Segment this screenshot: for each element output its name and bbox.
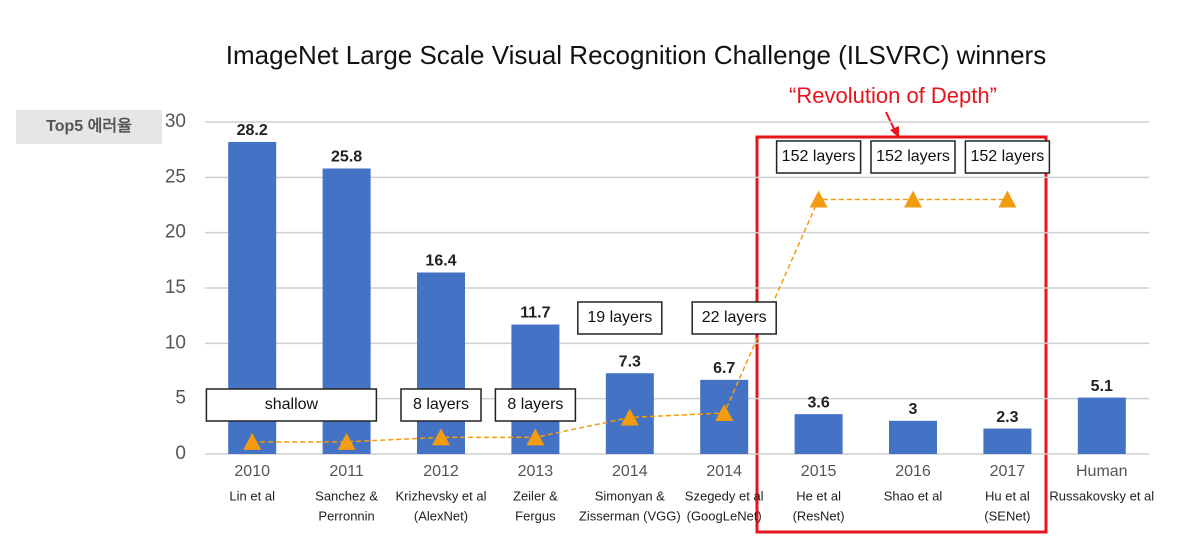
layer-label: 152 layers <box>970 148 1044 165</box>
value-label: 6.7 <box>713 360 735 377</box>
layer-label: 8 layers <box>507 396 563 413</box>
x-tick-label: 2012 <box>423 463 459 480</box>
layer-label: 152 layers <box>782 148 856 165</box>
category-note: Perronnin <box>318 508 374 523</box>
layer-box <box>494 388 577 422</box>
x-tick-label: 2017 <box>990 463 1026 480</box>
category-note: Zisserman (VGG) <box>579 508 681 523</box>
depth-marker <box>904 190 922 208</box>
category-note: (ResNet) <box>793 508 845 523</box>
depth-marker <box>620 408 639 426</box>
x-tick-label: 2013 <box>518 463 554 480</box>
x-tick-label: Human <box>1076 463 1128 480</box>
x-tick-label: 2016 <box>895 463 931 480</box>
y-tick-label: 0 <box>175 443 186 464</box>
category-note: (GoogLeNet) <box>687 508 762 523</box>
y-tick-label: 5 <box>175 388 186 409</box>
category-note: Russakovsky et al <box>1049 488 1154 503</box>
y-tick-label: 25 <box>165 166 186 187</box>
x-tick-label: 2014 <box>706 463 742 480</box>
category-note: Simonyan & <box>595 488 665 503</box>
x-tick-label: 2015 <box>801 463 837 480</box>
value-label: 5.1 <box>1091 378 1113 395</box>
y-tick-label: 20 <box>165 222 186 243</box>
y-tick-label: 30 <box>165 111 186 132</box>
category-note: Krizhevsky et al <box>395 488 486 503</box>
bar <box>889 420 937 454</box>
value-label: 16.4 <box>425 253 456 270</box>
chart-title: ImageNet Large Scale Visual Recognition … <box>226 40 1046 70</box>
layer-label: 22 layers <box>702 309 767 326</box>
value-label: 3 <box>909 401 918 418</box>
layer-box <box>400 388 482 422</box>
annotation-arrowhead <box>890 126 899 138</box>
category-note: Sanchez & <box>315 488 378 503</box>
bar <box>417 272 465 454</box>
value-label: 28.2 <box>237 122 268 139</box>
depth-marker <box>337 432 356 450</box>
value-label: 2.3 <box>996 409 1018 426</box>
x-tick-label: 2011 <box>329 463 364 480</box>
category-note: Zeiler & <box>513 488 558 503</box>
annotation: “Revolution of Depth” <box>789 83 997 108</box>
value-label: 7.3 <box>619 353 641 370</box>
layer-label: shallow <box>265 396 319 413</box>
category-note: (SENet) <box>984 508 1030 523</box>
category-note: Fergus <box>515 508 556 523</box>
y-tick-label: 10 <box>165 332 186 353</box>
category-note: (AlexNet) <box>414 508 468 523</box>
depth-marker <box>243 432 262 450</box>
bar <box>1077 397 1126 454</box>
y-label-box <box>16 110 162 144</box>
depth-marker <box>526 428 545 446</box>
layer-box <box>964 140 1051 174</box>
layer-box <box>205 388 378 422</box>
value-label: 3.6 <box>807 394 829 411</box>
y-label: Top5 에러율 <box>46 117 132 135</box>
y-tick-label: 15 <box>165 277 186 298</box>
x-tick-label: 2010 <box>234 463 270 480</box>
bar <box>983 428 1032 454</box>
layer-box <box>870 140 956 174</box>
category-note: He et al <box>796 488 841 503</box>
category-note: Shao et al <box>884 488 943 503</box>
depth-marker <box>809 190 828 208</box>
layer-box <box>691 301 777 335</box>
layer-label: 152 layers <box>876 148 950 165</box>
x-tick-label: 2014 <box>612 463 648 480</box>
category-note: Szegedy et al <box>685 488 764 503</box>
layer-label: 19 layers <box>587 309 652 326</box>
depth-marker <box>715 404 734 422</box>
layer-label: 8 layers <box>413 396 469 413</box>
category-note: Hu et al <box>985 488 1030 503</box>
layer-box <box>775 140 862 174</box>
bar <box>794 414 843 454</box>
value-label: 11.7 <box>520 305 550 322</box>
value-label: 25.8 <box>331 149 362 166</box>
depth-marker <box>998 190 1017 208</box>
depth-marker <box>432 428 450 446</box>
category-note: Lin et al <box>229 488 275 503</box>
layer-box <box>577 301 663 335</box>
